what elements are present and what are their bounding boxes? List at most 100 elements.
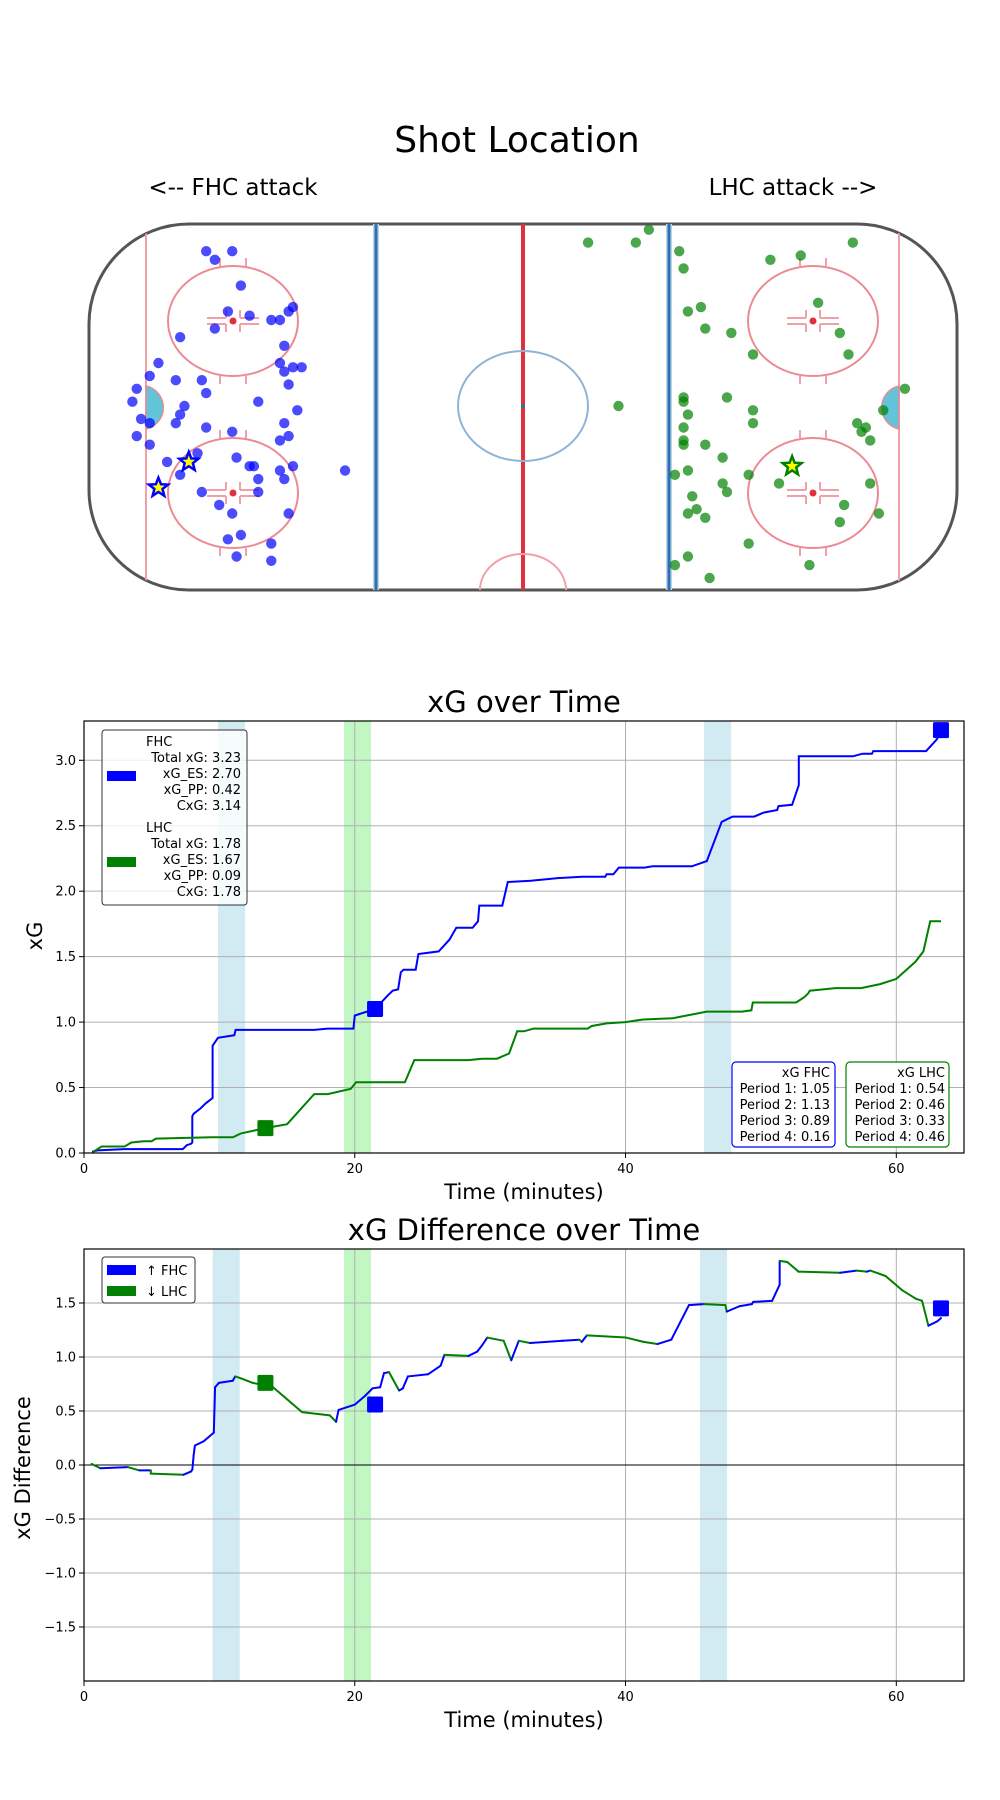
penalty-kill-band — [343, 721, 372, 1153]
period-box-lhc-p3: Period 3: 0.33 — [855, 1114, 945, 1129]
faceoff-circle-left-bottom — [167, 430, 299, 556]
shot-point-lhc — [747, 418, 759, 429]
shot-point-fhc — [209, 254, 221, 265]
shot-point-lhc — [834, 516, 846, 528]
shot-point-lhc — [669, 559, 681, 571]
shot-point-fhc — [274, 314, 286, 326]
diff-segment-fhc — [725, 1305, 741, 1313]
shot-point-fhc — [266, 314, 277, 326]
series-line-fhc — [91, 729, 942, 1153]
shot-point-lhc — [643, 224, 655, 235]
shot-point-fhc — [231, 452, 242, 463]
shot-point-lhc — [678, 396, 689, 407]
shot-point-lhc — [865, 435, 876, 446]
rink — [87, 222, 959, 592]
period-box-fhc-frame — [731, 1061, 836, 1148]
diff-segment-lhc — [855, 1269, 868, 1273]
diff-segment-lhc — [502, 1339, 513, 1362]
legend-fhc-cxg: CxG: 3.14 — [177, 799, 241, 814]
period-box-fhc-p3: Period 3: 0.89 — [740, 1114, 830, 1129]
shot-point-lhc — [812, 297, 824, 308]
plot-frame — [83, 720, 965, 1154]
diff-segment-fhc — [936, 1317, 942, 1323]
power-play-band — [704, 721, 732, 1153]
diff-segment-lhc — [624, 1336, 645, 1343]
shot-point-fhc — [222, 306, 234, 317]
shot-point-lhc — [795, 250, 806, 261]
shot-point-lhc — [682, 551, 694, 562]
legend-lhc-team: LHC — [146, 821, 172, 836]
y-tick-label: 2.0 — [55, 885, 76, 900]
shot-point-fhc — [222, 534, 234, 545]
x-tick-label: 20 — [346, 1690, 363, 1705]
shot-point-fhc — [144, 418, 155, 429]
shot-point-fhc — [235, 280, 247, 291]
chart-title: xG Difference over Time — [348, 1213, 700, 1247]
shot-point-lhc — [721, 392, 733, 403]
shot-point-lhc — [674, 246, 685, 257]
center-dot — [521, 404, 525, 408]
legend: FHC Total xG: 3.23 xG_ES: 2.70 xG_PP: 0.… — [101, 729, 248, 906]
diff-segment-lhc — [884, 1275, 903, 1292]
x-tick-label: 0 — [80, 1162, 88, 1177]
y-tick-label: −1.5 — [44, 1621, 76, 1636]
diff-segment-lhc — [517, 1339, 532, 1344]
shot-point-fhc — [209, 323, 221, 334]
period-box-lhc-frame — [845, 1061, 950, 1148]
diff-segment-fhc — [212, 1386, 217, 1434]
x-tick-label: 0 — [80, 1690, 88, 1705]
shot-point-lhc — [878, 405, 889, 416]
xg-difference-chart: xG Difference over Time 0 20 40 60 −1.5 −1.0 −… — [11, 1213, 965, 1732]
diff-segment-lhc — [486, 1336, 505, 1342]
diff-segment-fhc — [401, 1375, 409, 1390]
goal-star-lhc — [779, 452, 805, 478]
diff-segment-fhc — [427, 1364, 442, 1376]
shot-point-fhc — [253, 396, 264, 407]
x-axis-label: Time (minutes) — [443, 1180, 603, 1204]
x-tick-label: 40 — [617, 1162, 634, 1177]
diff-segment-fhc — [371, 1386, 382, 1390]
legend-fhc-label: ↑ FHC — [146, 1264, 187, 1279]
shot-point-lhc — [847, 237, 859, 248]
shot-point-fhc — [287, 362, 299, 373]
shot-point-fhc — [127, 396, 138, 407]
diff-plot-area: 0 20 40 60 −1.5 −1.0 −0.5 0.0 0.5 1.0 1.5 — [44, 1248, 965, 1705]
shot-point-lhc — [747, 405, 759, 416]
diff-segment-lhc — [387, 1371, 401, 1392]
shot-point-fhc — [192, 448, 203, 459]
shot-point-fhc — [131, 383, 142, 394]
period-box-lhc-p1: Period 1: 0.54 — [855, 1082, 945, 1097]
x-tick-label: 60 — [888, 1690, 905, 1705]
diff-segment-fhc — [202, 1431, 215, 1443]
shot-location-chart: Shot Location <-- FHC attack LHC attack … — [87, 120, 959, 592]
diff-segment-fhc — [439, 1353, 446, 1367]
period-box-fhc: xG FHC Period 1: 1.05 Period 2: 1.13 Per… — [731, 1061, 836, 1148]
shot-point-lhc — [717, 452, 728, 463]
shot-point-fhc — [131, 430, 142, 442]
diff-segment-fhc — [364, 1387, 374, 1397]
y-tick-label: 0.5 — [55, 1081, 76, 1096]
goal-marker-fhc — [367, 1396, 384, 1413]
diff-segment-lhc — [301, 1411, 331, 1417]
diff-segment-fhc — [656, 1338, 673, 1346]
diff-segment-fhc — [335, 1408, 340, 1423]
shot-point-fhc — [274, 465, 286, 476]
legend-fhc-pp: xG_PP: 0.42 — [164, 783, 241, 798]
legend-swatch-fhc — [107, 771, 136, 781]
diff-segment-fhc — [738, 1303, 753, 1308]
y-tick-label: −1.0 — [44, 1567, 76, 1582]
shot-point-lhc — [669, 469, 681, 480]
shot-point-lhc — [682, 508, 694, 519]
shot-point-lhc — [856, 426, 867, 437]
legend-lhc-cxg: CxG: 1.78 — [177, 885, 241, 900]
shot-point-lhc — [678, 422, 689, 433]
shot-point-lhc — [682, 465, 694, 476]
shot-point-fhc — [227, 246, 238, 257]
y-axis-label: xG Difference — [11, 1396, 35, 1540]
diff-segment-lhc — [921, 1299, 930, 1327]
shot-point-fhc — [196, 486, 208, 498]
legend-lhc-label: ↓ LHC — [146, 1285, 187, 1300]
shot-point-fhc — [266, 555, 277, 566]
diff-segment-lhc — [127, 1466, 141, 1472]
diff-segment-lhc — [724, 1304, 728, 1313]
